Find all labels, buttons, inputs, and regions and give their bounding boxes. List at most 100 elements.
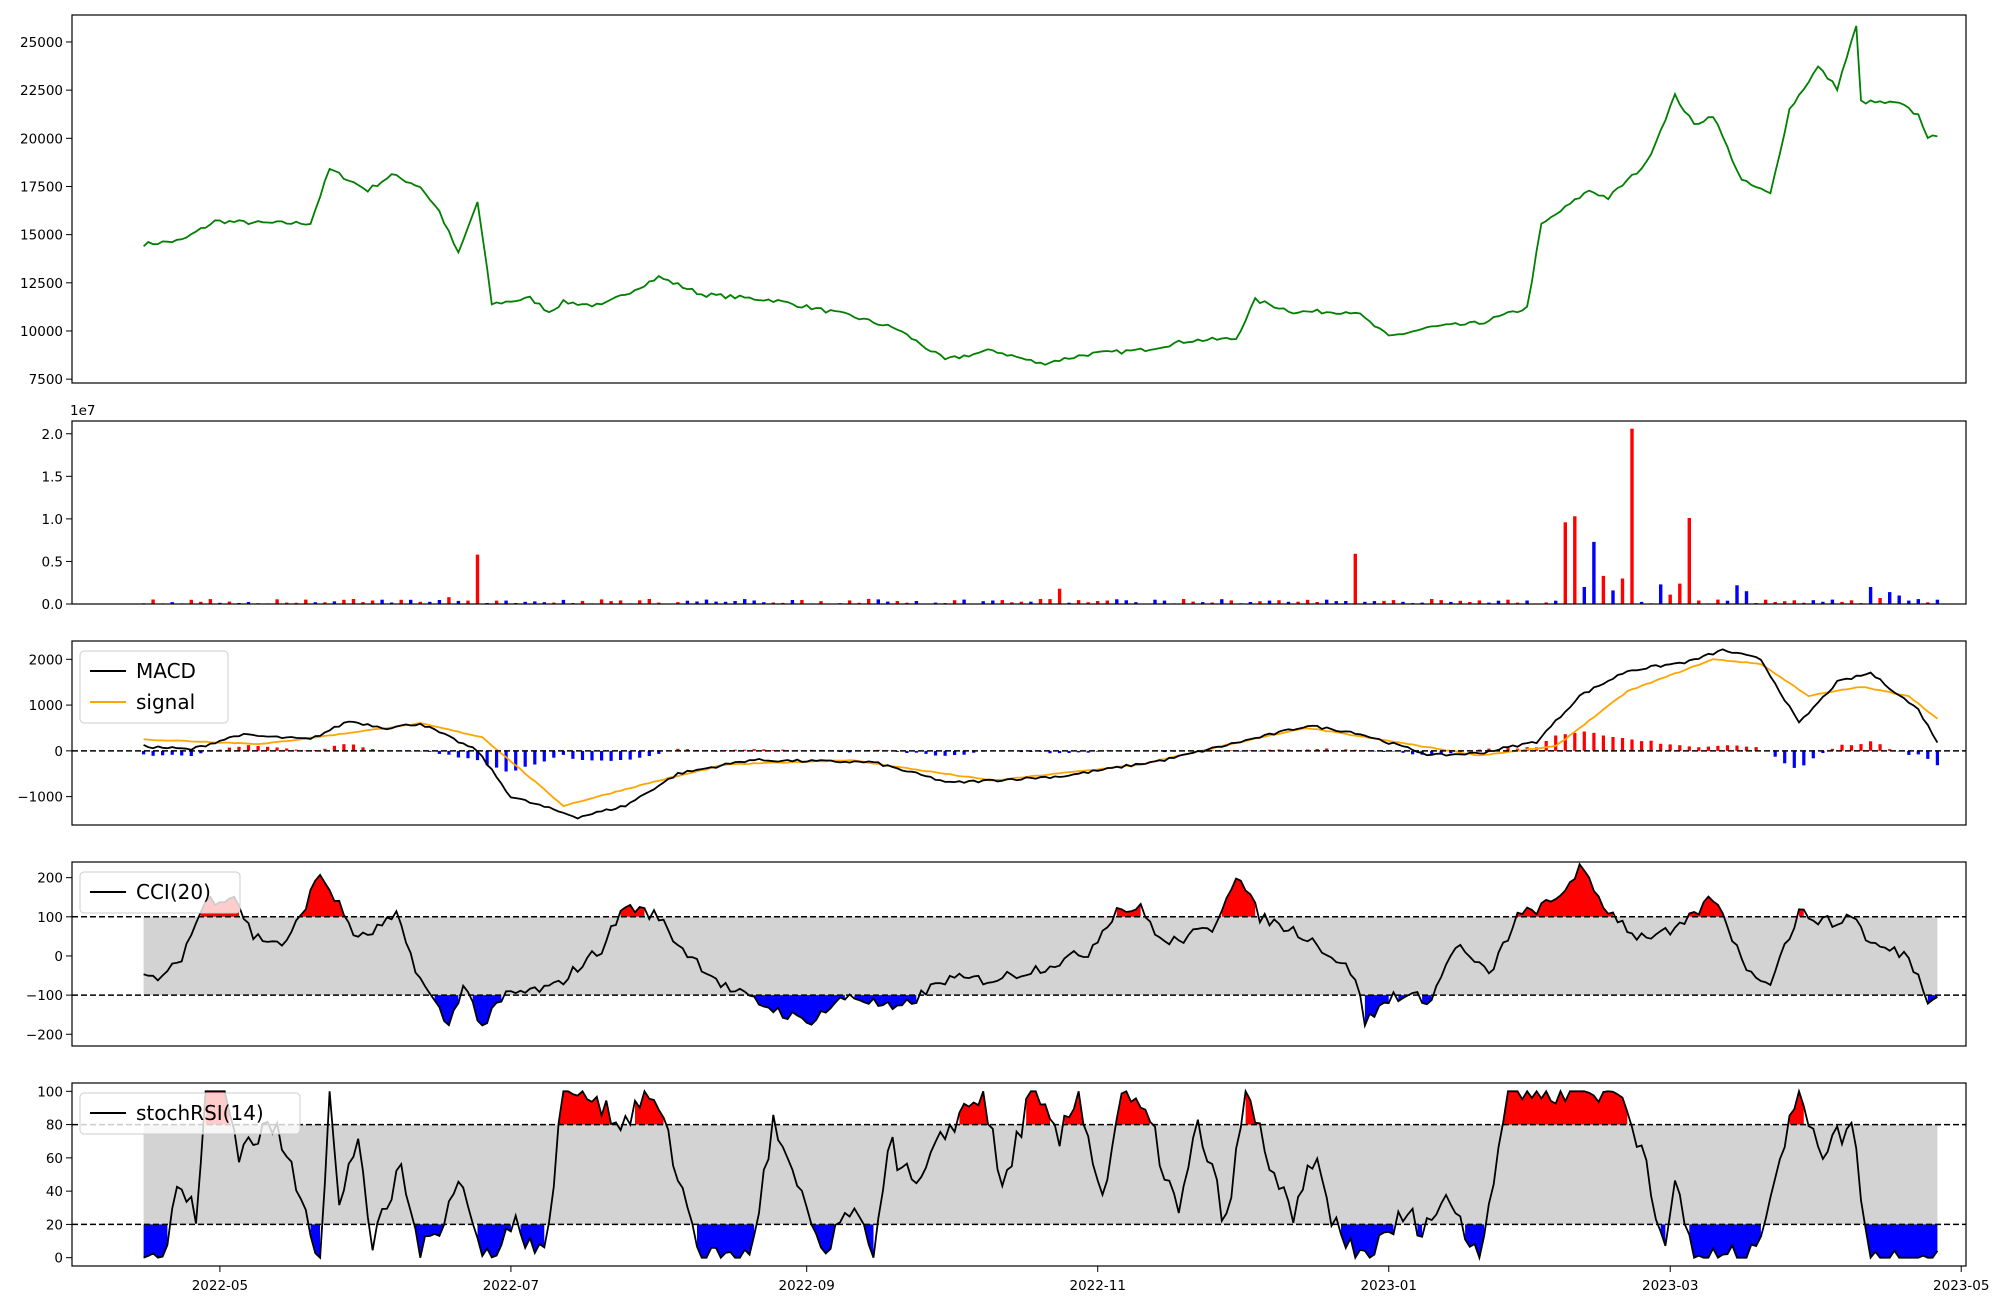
x-tick-label: 2022-07 <box>483 1278 539 1294</box>
volume-bar <box>1210 602 1214 604</box>
macd-histogram-bar <box>1849 745 1854 751</box>
price-ytick-label: 7500 <box>29 372 63 388</box>
macd-histogram-bar <box>237 746 241 751</box>
macd-histogram-bar <box>1430 750 1434 756</box>
stochrsi-overbought-fill <box>1116 1091 1151 1125</box>
macd-histogram-bar <box>1248 750 1252 751</box>
signal-line <box>143 658 1938 808</box>
macd-histogram-bar <box>1926 750 1930 759</box>
volume-bar <box>1458 600 1462 604</box>
volume-ytick-label: 1.0 <box>42 512 63 528</box>
cci-ytick-label: 200 <box>37 871 63 887</box>
macd-histogram-bar <box>1754 747 1758 751</box>
volume-bar <box>1076 600 1081 604</box>
volume-bar <box>580 600 585 604</box>
volume-bar <box>1697 600 1701 604</box>
volume-bar <box>342 599 346 604</box>
macd-histogram-bar <box>647 750 651 756</box>
volume-bar <box>599 599 604 604</box>
volume-bar <box>657 602 661 604</box>
volume-bar <box>1449 601 1453 604</box>
macd-histogram-bar <box>304 750 308 752</box>
volume-bar <box>723 601 728 604</box>
volume-bar <box>523 601 527 604</box>
macd-histogram-bar <box>180 750 184 756</box>
macd-histogram-bar <box>762 749 766 751</box>
volume-bar <box>676 602 680 604</box>
stochrsi-legend-box <box>79 1092 301 1135</box>
cci-legend-label: CCI(20) <box>136 880 211 904</box>
macd-histogram-bar <box>943 750 947 756</box>
volume-bar <box>1687 518 1691 604</box>
macd-histogram-bar <box>619 750 623 760</box>
x-tick-label: 2023-05 <box>1933 1278 1989 1294</box>
volume-bar <box>1601 575 1606 604</box>
macd-histogram-bar <box>142 750 146 755</box>
macd-histogram-bar <box>371 749 375 751</box>
volume-bar <box>1115 599 1119 604</box>
macd-histogram-bar <box>542 750 546 762</box>
volume-bar <box>1153 599 1157 604</box>
macd-histogram-bar <box>895 750 899 752</box>
macd-histogram-bar <box>1210 750 1214 751</box>
macd-histogram-bar <box>1916 750 1920 755</box>
volume-bar <box>1029 601 1033 604</box>
macd-histogram-bar <box>361 747 365 751</box>
macd-histogram-bar <box>1630 739 1634 751</box>
macd-histogram-bar <box>1706 746 1710 751</box>
volume-bar <box>227 601 232 604</box>
volume-bar <box>380 599 384 604</box>
macd-histogram-bar <box>1744 746 1749 751</box>
stochrsi-oversold-fill <box>697 1224 755 1258</box>
stochrsi-line <box>143 1088 1939 1262</box>
volume-bar <box>704 599 709 604</box>
volume-bar <box>1802 602 1806 604</box>
price-ytick-label: 12500 <box>20 276 63 292</box>
macd-histogram-bar <box>170 750 174 755</box>
stochrsi-overbought-fill <box>1064 1091 1084 1125</box>
macd-histogram-bar <box>1077 750 1081 753</box>
macd-histogram-bar <box>1878 744 1882 751</box>
volume-bar <box>609 601 613 604</box>
volume-bar <box>370 600 375 604</box>
macd-histogram-bar <box>962 750 966 755</box>
macd-histogram-bar <box>246 745 251 751</box>
volume-bar <box>447 597 451 604</box>
macd-histogram-bar <box>1678 745 1682 751</box>
price-ytick-label: 25000 <box>20 35 63 51</box>
macd-histogram-bar <box>1773 750 1777 757</box>
stochrsi-ytick-label: 40 <box>46 1184 63 1200</box>
macd-histogram-bar <box>657 750 661 754</box>
volume-bar <box>170 602 174 604</box>
cci-ytick-label: 100 <box>37 910 63 926</box>
macd-histogram-bar <box>552 750 556 758</box>
volume-bar <box>1573 516 1577 604</box>
volume-bar <box>933 602 938 604</box>
volume-bar <box>1191 601 1195 604</box>
macd-histogram-bar <box>1344 749 1348 751</box>
macd-histogram-bar <box>285 748 289 751</box>
macd-histogram-bar <box>256 746 260 751</box>
volume-bar <box>1096 601 1100 604</box>
volume-bar <box>1258 601 1262 604</box>
volume-bar <box>1506 599 1510 604</box>
volume-bar <box>962 599 966 604</box>
macd-histogram-bar <box>1811 750 1815 759</box>
macd-histogram-bar <box>771 750 775 751</box>
macd-histogram-bar <box>638 750 642 758</box>
macd-histogram-bar <box>475 750 480 761</box>
volume-bar <box>1620 578 1625 604</box>
volume-bar <box>351 599 356 604</box>
volume-bar <box>1582 587 1586 604</box>
stochrsi-oversold-fill <box>1417 1224 1423 1237</box>
volume-bar <box>437 600 442 604</box>
macd-histogram-bar <box>227 747 231 751</box>
macd-histogram-bar <box>1229 750 1233 751</box>
macd-histogram-bar <box>953 750 957 755</box>
price-ytick-label: 22500 <box>20 83 63 99</box>
volume-bar <box>1000 600 1004 604</box>
macd-histogram-bar <box>1716 745 1720 751</box>
macd-histogram-bar <box>1907 750 1911 755</box>
macd-histogram-bar <box>1239 750 1243 752</box>
macd-histogram-bar <box>1391 750 1396 752</box>
